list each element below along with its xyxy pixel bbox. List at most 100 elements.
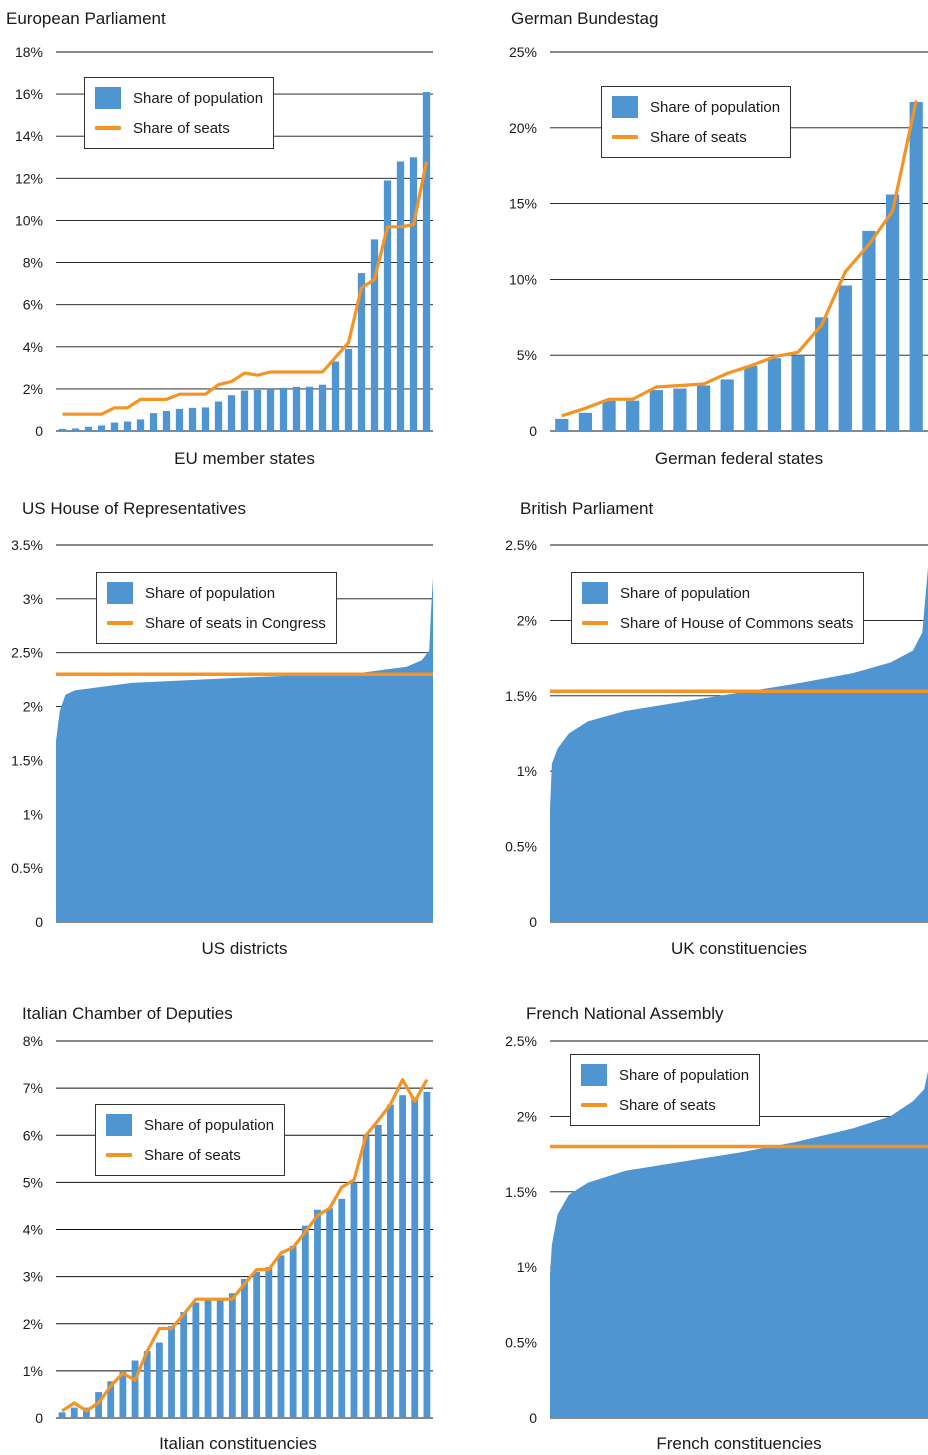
y-tick-label: 0.5% (505, 1335, 537, 1351)
seats-swatch (95, 126, 121, 130)
y-tick-label: 12% (15, 170, 43, 186)
x-axis-label: UK constituencies (670, 939, 808, 958)
y-tick-label: 25% (509, 44, 537, 60)
legend-item-seats: Share of seats in Congress (107, 608, 326, 638)
chart-title: French National Assembly (526, 1004, 724, 1023)
population-bar (338, 1198, 346, 1418)
population-bar (70, 1407, 78, 1418)
population-bar (162, 410, 171, 431)
y-tick-label: 14% (15, 128, 43, 144)
y-tick-label: 1.5% (505, 1184, 537, 1200)
y-tick-label: 8% (23, 1033, 43, 1049)
y-tick-label: 3% (23, 1269, 43, 1285)
population-bar (277, 1255, 285, 1418)
population-bar (696, 385, 711, 431)
y-tick-label: 0 (529, 914, 537, 930)
population-bar (204, 1300, 212, 1418)
y-tick-label: 1.5% (505, 688, 537, 704)
population-bar (149, 413, 158, 431)
legend-label: Share of population (144, 1116, 275, 1134)
legend-label: Share of seats (619, 1096, 716, 1114)
legend: Share of population Share of seats (570, 1054, 761, 1126)
population-bar (314, 1209, 321, 1418)
population-bar (253, 1271, 261, 1418)
legend-item-seats: Share of seats (581, 1090, 749, 1120)
population-swatch (95, 87, 121, 109)
population-bar (201, 407, 210, 431)
plot-area: 0 2% 4% 6% 8% 10% 12% 14% 16% 18% (15, 44, 433, 439)
population-bar (362, 1135, 370, 1418)
y-tick-label: 18% (15, 44, 43, 60)
y-tick-label: 15% (509, 196, 537, 212)
seats-line (62, 161, 429, 416)
y-tick-label: 2% (517, 1108, 537, 1124)
y-tick-label: 4% (23, 1222, 43, 1238)
population-bar (815, 317, 829, 431)
population-swatch (106, 1114, 132, 1136)
chart-title: German Bundestag (511, 9, 659, 28)
population-bar (136, 419, 145, 431)
y-tick-label: 10% (15, 212, 43, 228)
population-bar (370, 239, 379, 431)
y-tick-label: 6% (23, 1127, 43, 1143)
population-bar (331, 361, 340, 431)
population-bar (909, 102, 923, 431)
population-bar (411, 1097, 419, 1418)
y-tick-label: 8% (23, 255, 43, 271)
population-bar (357, 273, 366, 431)
x-axis-label: Italian constituencies (159, 1434, 317, 1453)
population-area (550, 567, 928, 922)
population-bar (143, 1351, 151, 1418)
x-axis-label: German federal states (654, 449, 824, 468)
y-tick-label: 0.5% (11, 860, 43, 876)
population-bar (155, 1342, 163, 1418)
y-tick-label: 1% (517, 763, 537, 779)
y-tick-label: 10% (509, 271, 537, 287)
x-axis-label: French constituencies (656, 1434, 822, 1453)
population-bar (602, 400, 616, 431)
population-bar (374, 1124, 382, 1418)
population-bar (188, 407, 197, 431)
y-tick-label: 1% (517, 1259, 537, 1275)
population-bar (720, 379, 734, 431)
y-tick-label: 0.5% (505, 839, 537, 855)
y-tick-label: 6% (23, 297, 43, 313)
y-tick-label: 1.5% (11, 752, 43, 768)
legend: Share of population Share of seats in Co… (96, 572, 337, 644)
population-bar (253, 389, 262, 431)
seats-swatch (582, 621, 608, 625)
population-bar (240, 390, 249, 431)
population-bar (673, 388, 687, 431)
legend: Share of population Share of House of Co… (571, 572, 865, 644)
y-tick-label: 0 (529, 423, 537, 439)
population-bar (95, 1392, 102, 1418)
legend-label: Share of population (620, 584, 751, 602)
x-axis-label: US districts (201, 939, 288, 958)
seats-line (561, 100, 918, 418)
y-tick-label: 0 (529, 1410, 537, 1426)
chart-title: Italian Chamber of Deputies (22, 1004, 233, 1023)
population-bar (326, 1208, 334, 1418)
population-bar (58, 428, 67, 431)
population-bar (289, 1245, 297, 1418)
population-bar (767, 358, 782, 431)
legend: Share of population Share of seats (601, 86, 792, 158)
legend-item-population: Share of population (106, 1110, 274, 1140)
legend-item-seats: Share of seats (106, 1140, 274, 1170)
y-tick-label: 16% (15, 86, 43, 102)
legend-label: Share of population (145, 584, 276, 602)
legend-item-population: Share of population (582, 578, 853, 608)
legend: Share of population Share of seats (84, 77, 275, 149)
y-tick-label: 5% (23, 1174, 43, 1190)
population-swatch (612, 96, 638, 118)
y-tick-label: 2.5% (505, 537, 537, 553)
population-bar (84, 426, 93, 431)
seats-swatch (106, 1153, 132, 1157)
legend-label: Share of seats (133, 119, 230, 137)
y-tick-label: 5% (517, 347, 537, 363)
y-tick-label: 2% (23, 381, 43, 397)
population-bar (350, 1182, 358, 1418)
population-swatch (582, 582, 608, 604)
population-bar (396, 161, 405, 431)
